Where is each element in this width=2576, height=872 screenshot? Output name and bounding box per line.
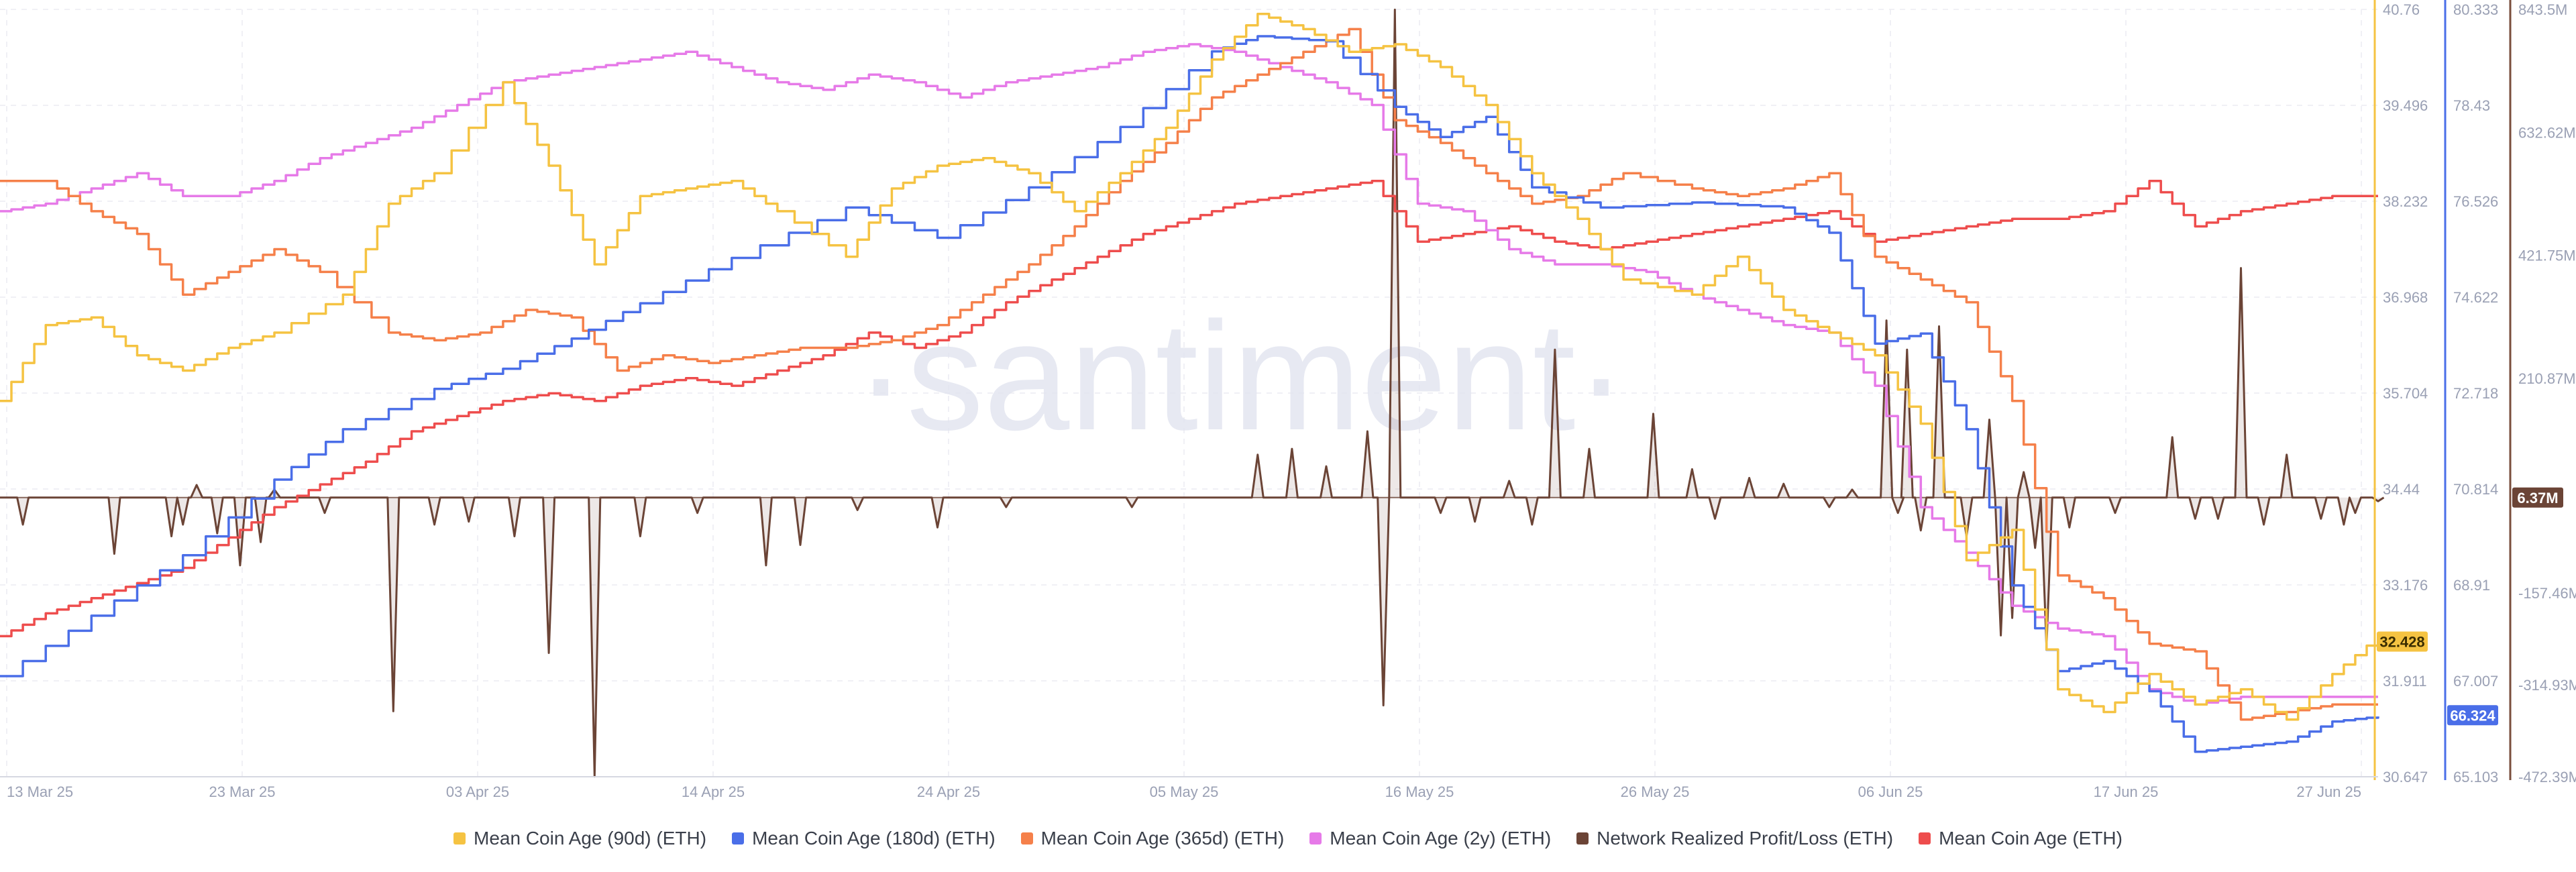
- legend-item[interactable]: Mean Coin Age (90d) (ETH): [453, 828, 706, 849]
- badge-90d-label: 32.428: [2379, 634, 2424, 651]
- legend-item[interactable]: Mean Coin Age (180d) (ETH): [732, 828, 996, 849]
- value-badges: 32.428 66.324 6.37M: [2377, 487, 2563, 726]
- axis-90d-tick-label: 34.44: [2383, 481, 2420, 498]
- axis-180d-tick-label: 78.43: [2453, 97, 2490, 114]
- legend-label: Mean Coin Age (2y) (ETH): [1330, 828, 1552, 849]
- axis-pl-tick-label: 210.87M: [2518, 370, 2576, 387]
- legend-label: Mean Coin Age (ETH): [1939, 828, 2123, 849]
- x-tick-label: 13 Mar 25: [7, 783, 73, 800]
- badge-pl-label: 6.37M: [2517, 490, 2558, 506]
- legend-swatch: [453, 832, 466, 844]
- axes-layer: 40.76 39.496 38.232 36.968 35.704 34.44 33.176…: [2373, 0, 2576, 785]
- legend-swatch: [1919, 832, 1931, 844]
- legend-label: Mean Coin Age (365d) (ETH): [1040, 828, 1285, 849]
- legend-item[interactable]: Mean Coin Age (365d) (ETH): [1020, 828, 1285, 849]
- badge-pl: 6.37M: [2512, 487, 2563, 508]
- legend-label: Mean Coin Age (90d) (ETH): [474, 828, 707, 849]
- badge-90d: 32.428: [2377, 631, 2428, 652]
- legend-swatch: [732, 832, 745, 844]
- axis-180d-tick-label: 70.814: [2453, 481, 2498, 498]
- axis-180d-tick-label: 65.103: [2453, 769, 2498, 785]
- x-tick-label: 14 Apr 25: [682, 783, 745, 800]
- legend-swatch: [1020, 832, 1033, 844]
- axis-90d-tick-label: 38.232: [2383, 193, 2428, 210]
- axis-180d-tick-label: 68.91: [2453, 577, 2490, 594]
- badge-90d-bg: [2377, 631, 2428, 652]
- x-tick-label: 17 Jun 25: [2094, 783, 2159, 800]
- axis-180d-tick-label: 72.718: [2453, 385, 2498, 402]
- profit-loss-layer: [0, 8, 2385, 778]
- series-line-network-realized-profit-loss: [0, 8, 2385, 778]
- axis-pl-tick-label: -157.46M: [2518, 585, 2576, 602]
- axis-pl-tick-label: 632.62M: [2518, 124, 2576, 141]
- x-tick-label: 24 Apr 25: [917, 783, 980, 800]
- x-axis: 13 Mar 25 23 Mar 25 03 Apr 25 14 Apr 25 24 A…: [0, 776, 2378, 800]
- x-tick-label: 27 Jun 25: [2296, 783, 2361, 800]
- x-tick-label: 06 Jun 25: [1858, 783, 1923, 800]
- axis-pl-tick-label: -472.39M: [2518, 769, 2576, 785]
- legend-item[interactable]: Network Realized Profit/Loss (ETH): [1576, 828, 1893, 849]
- series-line-mean-coin-age: [0, 179, 2378, 638]
- x-tick-label: 26 May 25: [1621, 783, 1690, 800]
- x-tick-label: 23 Mar 25: [209, 783, 275, 800]
- x-tick-label: 16 May 25: [1385, 783, 1454, 800]
- watermark: ·santiment·: [855, 290, 1627, 462]
- axis-90d-tick-label: 33.176: [2383, 577, 2428, 594]
- badge-180d-bg: [2447, 705, 2498, 726]
- legend-item[interactable]: Mean Coin Age (ETH): [1919, 828, 2123, 849]
- x-tick-label: 05 May 25: [1150, 783, 1219, 800]
- series-line-mean-coin-age-180d: [0, 35, 2379, 753]
- axis-180d-tick-label: 74.622: [2453, 289, 2498, 306]
- series-line-mean-coin-age-90d: [0, 13, 2379, 721]
- pl-area: [0, 9, 2384, 777]
- badge-180d-label: 66.324: [2450, 707, 2496, 724]
- series-line-mean-coin-age-2y: [0, 43, 2378, 706]
- axis-90d-tick-label: 39.496: [2383, 97, 2428, 114]
- legend-item[interactable]: Mean Coin Age (2y) (ETH): [1309, 828, 1551, 849]
- legend-label: Mean Coin Age (180d) (ETH): [752, 828, 996, 849]
- badge-pl-bg: [2512, 487, 2563, 508]
- chart-canvas: ·santiment· 40.76 39.496 38.232 36.968 35.70…: [0, 0, 2576, 800]
- legend: Mean Coin Age (90d) (ETH) Mean Coin Age (…: [0, 825, 2576, 852]
- axis-90d-tick-label: 36.968: [2383, 289, 2428, 306]
- series-line-mean-coin-age-365d: [0, 28, 2378, 721]
- series-layer: [0, 13, 2379, 753]
- badge-180d: 66.324: [2447, 705, 2498, 726]
- axis-90d-tick-label: 40.76: [2383, 1, 2420, 18]
- axis-180d-tick-label: 67.007: [2453, 673, 2498, 690]
- axis-90d-tick-label: 30.647: [2383, 769, 2428, 785]
- axis-90d-tick-label: 31.911: [2383, 673, 2427, 690]
- axis-pl-tick-label: -314.93M: [2518, 677, 2576, 694]
- axis-90d-tick-label: 35.704: [2383, 385, 2428, 402]
- axis-pl-tick-label: 421.75M: [2518, 248, 2576, 264]
- axis-180d-tick-label: 80.333: [2453, 1, 2498, 18]
- legend-label: Network Realized Profit/Loss (ETH): [1597, 828, 1894, 849]
- axis-pl-tick-label: 843.5M: [2518, 1, 2567, 18]
- x-tick-label: 03 Apr 25: [446, 783, 509, 800]
- axis-180d-tick-label: 76.526: [2453, 193, 2498, 210]
- legend-swatch: [1576, 832, 1589, 844]
- legend-swatch: [1309, 832, 1322, 844]
